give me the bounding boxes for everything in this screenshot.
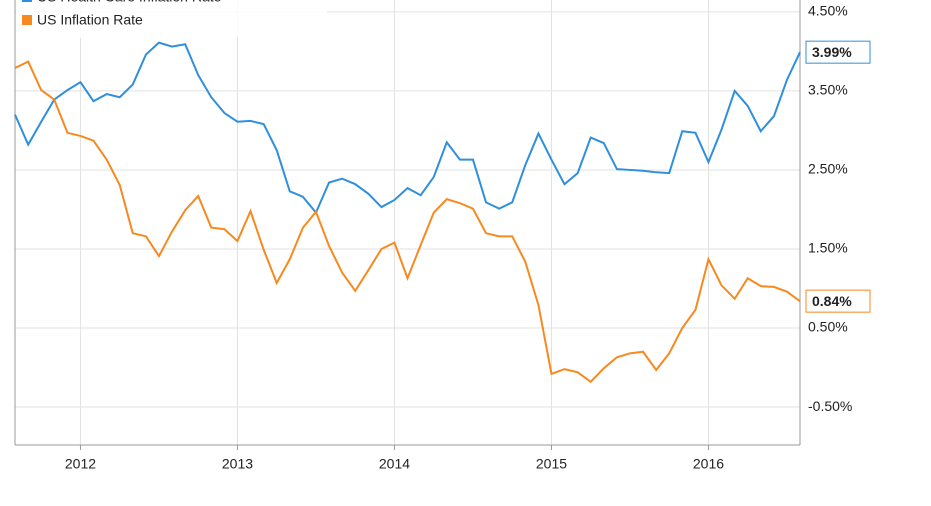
line-series: [14, 60, 801, 384]
end-label: 0.84%: [812, 293, 852, 309]
y-tick-label: 4.50%: [808, 3, 848, 19]
y-tick-label: 1.50%: [808, 240, 848, 256]
end-label-box: [805, 40, 871, 64]
legend-label: US Inflation Rate: [37, 12, 143, 28]
end-label-box: [805, 289, 871, 313]
legend-swatch: [22, 15, 32, 25]
x-tick-label: 2016: [693, 456, 724, 472]
x-tick-label: 2015: [536, 456, 567, 472]
y-tick-label: 0.50%: [808, 319, 848, 335]
legend-label: US Health Care Inflation Rate: [37, 0, 222, 5]
x-tick-label: 2014: [379, 456, 410, 472]
legend-swatch: [22, 0, 32, 2]
end-label: 3.99%: [812, 44, 852, 60]
x-tick-label: 2012: [65, 456, 96, 472]
y-tick-label: 3.50%: [808, 82, 848, 98]
y-tick-label: -0.50%: [808, 398, 852, 414]
x-tick-label: 2013: [222, 456, 253, 472]
legend-box: [16, 0, 327, 38]
line-series: [14, 41, 801, 215]
y-tick-label: 2.50%: [808, 161, 848, 177]
